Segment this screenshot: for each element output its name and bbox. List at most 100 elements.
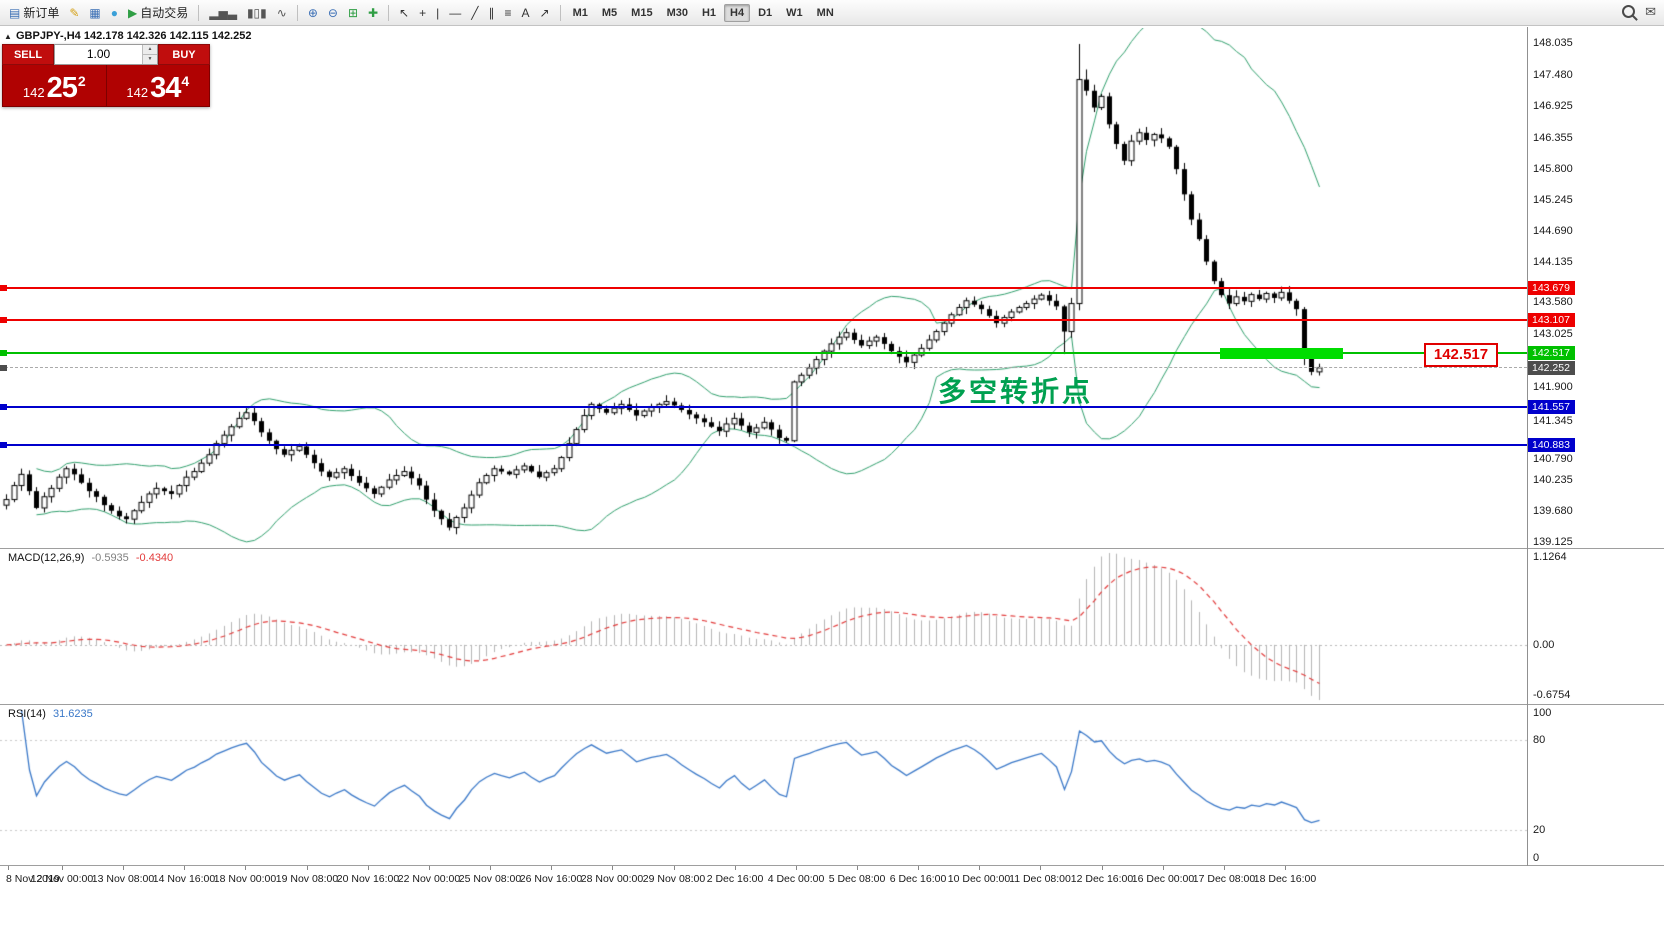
rsi-scale-100: 100 [1533, 707, 1552, 719]
macd-scale-top: 1.1264 [1533, 551, 1567, 563]
volume-spinner: ▲ ▼ [142, 45, 157, 64]
horizontal-line-icon: — [449, 5, 462, 20]
tile-windows-button[interactable]: ⊞ [343, 2, 363, 24]
date-label: 2 Dec 16:00 [706, 873, 764, 885]
timeframe-button-m30[interactable]: M30 [666, 6, 688, 19]
date-tick [918, 866, 919, 870]
date-tick [1102, 866, 1103, 870]
channel-button[interactable]: ∥ [484, 2, 500, 24]
search-icon[interactable] [1622, 5, 1636, 18]
date-label: 8 Nov 2019 [6, 873, 60, 885]
date-label: 26 Nov 16:00 [519, 873, 583, 885]
macd-panel-divider[interactable] [0, 548, 1664, 549]
timeframe-button-mn[interactable]: MN [816, 6, 834, 19]
add-indicator-button[interactable]: ✚ [363, 2, 383, 24]
price-line-start-tick [0, 403, 7, 410]
support-zone-rectangle[interactable] [1220, 347, 1343, 359]
timeframe-button-h4[interactable]: H4 [724, 3, 751, 22]
timeframe-button-m5[interactable]: M5 [601, 6, 618, 19]
timeframe-button-h1[interactable]: H1 [701, 6, 717, 19]
sell-button[interactable]: SELL [2, 44, 54, 65]
price-axis-label: 140.235 [1533, 474, 1573, 486]
cursor-button[interactable]: ↖ [394, 2, 414, 24]
bar-chart-button[interactable]: ▂▅▃ [204, 2, 242, 24]
timeframe-button-m1[interactable]: M1 [572, 6, 588, 19]
line-chart-button[interactable]: ∿ [272, 2, 292, 24]
price-callout-label[interactable]: 142.517 [1424, 343, 1498, 367]
price-badge-140.883: 140.883 [1528, 438, 1575, 452]
date-axis[interactable]: 8 Nov 2019 12 Nov 00:00 13 Nov 08:00 14 Nov… [0, 866, 1527, 890]
date-label: 28 Nov 00:00 [580, 873, 644, 885]
price-line-142.252[interactable] [0, 367, 1527, 369]
volume-input[interactable]: 1.00 [86, 47, 111, 61]
volume-increase-button[interactable]: ▲ [143, 45, 157, 55]
new-order-button[interactable]: ▤ 新订单 [4, 2, 64, 24]
metaeditor-icon: ✎ [69, 5, 80, 20]
date-tick [245, 866, 246, 870]
rsi-panel-canvas[interactable] [0, 705, 1527, 865]
date-label: 13 Nov 08:00 [91, 873, 155, 885]
price-axis[interactable]: 143.679 143.107 142.517 142.252 141.557 140.8… [1527, 0, 1664, 950]
zoom-in-button[interactable]: ⊕ [303, 2, 323, 24]
zoom-out-button[interactable]: ⊖ [323, 2, 343, 24]
trendline-icon: ╱ [471, 5, 479, 20]
arrows-button[interactable]: ↗ [535, 2, 555, 24]
add-indicator-icon: ✚ [368, 5, 379, 20]
price-line-143.107[interactable] [0, 318, 1527, 321]
fibonacci-button[interactable]: ≡ [500, 2, 517, 24]
price-line-143.679[interactable] [0, 286, 1527, 289]
date-label: 20 Nov 16:00 [336, 873, 400, 885]
channel-icon: ∥ [488, 5, 495, 20]
date-label: 16 Dec 00:00 [1131, 873, 1195, 885]
trade-panel-toggle-icon[interactable]: ▲ [4, 32, 12, 41]
autotrading-button-label: 自动交易 [140, 6, 189, 20]
macd-panel-canvas[interactable] [0, 549, 1527, 704]
horizontal-line-button[interactable]: — [444, 2, 466, 24]
sell-price-sup: 2 [77, 73, 86, 89]
community-icon: ● [110, 5, 119, 20]
crosshair-button[interactable]: + [414, 2, 431, 24]
price-line-140.883[interactable] [0, 443, 1527, 446]
vertical-line-button[interactable]: | [431, 2, 444, 24]
date-tick [979, 866, 980, 870]
date-label: 19 Nov 08:00 [275, 873, 339, 885]
price-axis-label: 145.245 [1533, 194, 1573, 206]
price-badge-143.679: 143.679 [1528, 281, 1575, 295]
date-label: 12 Dec 16:00 [1070, 873, 1134, 885]
date-tick [490, 866, 491, 870]
buy-price-display[interactable]: 142 34 4 [105, 65, 210, 106]
community-button[interactable]: ● [106, 2, 123, 24]
price-axis-label: 141.900 [1533, 381, 1573, 393]
autotrading-button[interactable]: ▶ 自动交易 [123, 2, 193, 24]
date-tick [857, 866, 858, 870]
date-tick [184, 866, 185, 870]
charts-button[interactable]: ▦ [84, 2, 105, 24]
metaeditor-button[interactable]: ✎ [64, 2, 84, 24]
timeframe-button-d1[interactable]: D1 [758, 6, 773, 19]
buy-button[interactable]: BUY [158, 44, 210, 65]
chart-overlays [0, 284, 1527, 448]
price-line-142.517[interactable] [0, 352, 1527, 354]
date-label: 12 Nov 00:00 [30, 873, 94, 885]
timeframe-button-w1[interactable]: W1 [786, 6, 803, 19]
price-axis-label: 146.355 [1533, 132, 1573, 144]
sell-price-display[interactable]: 142 25 2 [3, 65, 106, 106]
price-axis-label: 143.025 [1533, 328, 1573, 340]
rsi-scale-0: 0 [1533, 852, 1540, 864]
chart-annotation-text[interactable]: 多空转折点 [938, 376, 1094, 407]
timeframe-button-m15[interactable]: M15 [631, 6, 653, 19]
price-line-141.557[interactable] [0, 405, 1527, 408]
price-axis-label: 144.690 [1533, 225, 1573, 237]
community-mail-icon[interactable]: ✉ [1645, 4, 1656, 19]
one-click-trading-panel: SELL 1.00 ▲ ▼ BUY 142 25 2 142 34 4 [2, 44, 210, 107]
date-tick [674, 866, 675, 870]
toolbar-right-icons: ✉ [1622, 5, 1656, 18]
volume-decrease-button[interactable]: ▼ [143, 55, 157, 64]
bar-chart-icon: ▂▅▃ [209, 5, 237, 20]
price-axis-label: 140.790 [1533, 453, 1573, 465]
candlestick-chart-button[interactable]: ▮▯▮ [242, 2, 272, 24]
rsi-panel-divider[interactable] [0, 704, 1664, 705]
sell-price-main: 142 [22, 85, 45, 100]
trendline-button[interactable]: ╱ [466, 2, 483, 24]
text-button[interactable]: A [517, 2, 535, 24]
